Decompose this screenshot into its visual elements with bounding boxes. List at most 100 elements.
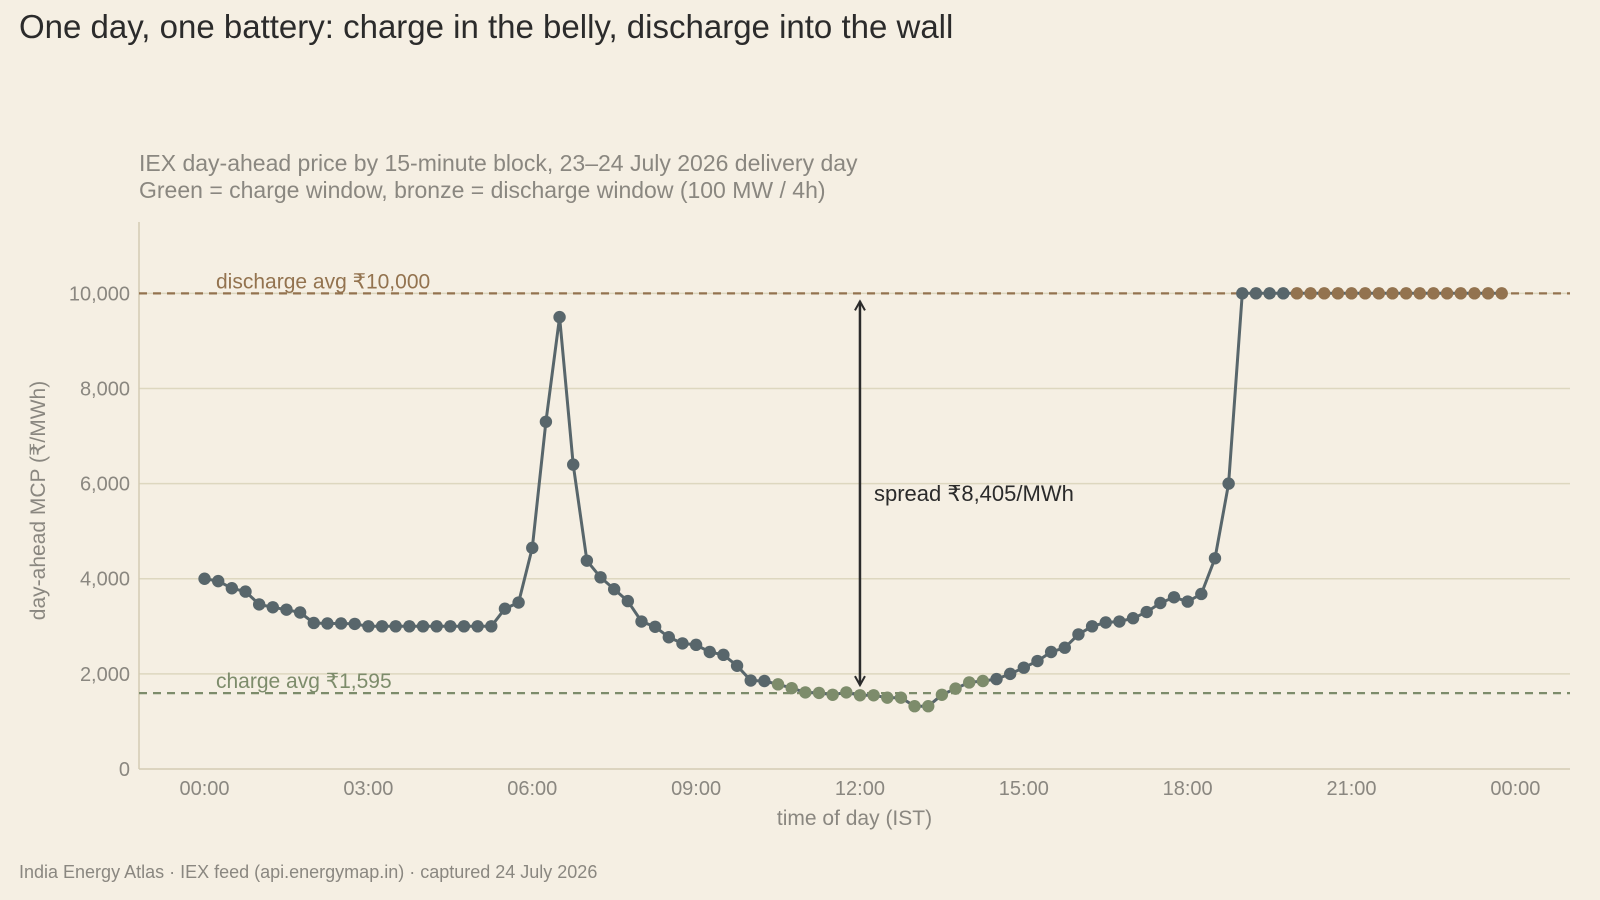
price-point-charge — [867, 689, 880, 702]
price-point-normal — [648, 620, 662, 633]
price-point-normal — [1126, 612, 1140, 625]
price-point-normal — [1044, 645, 1058, 659]
price-point-normal — [1003, 667, 1017, 681]
ref-label-charge: charge avg ₹1,595 — [216, 670, 392, 693]
price-point-normal — [1085, 620, 1099, 633]
price-point-normal — [252, 598, 266, 611]
price-point-normal — [526, 541, 539, 555]
spread-label: spread ₹8,405/MWh — [874, 481, 1074, 506]
price-point-normal — [225, 582, 239, 595]
price-point-charge — [853, 689, 867, 702]
price-points — [198, 287, 1508, 713]
x-tick-label: 00:00 — [1490, 778, 1540, 800]
price-point-normal — [512, 596, 525, 609]
x-tick-label: 12:00 — [835, 778, 885, 800]
price-point-normal — [334, 617, 348, 630]
y-tick-label: 2,000 — [80, 664, 130, 686]
price-point-normal — [1249, 287, 1263, 300]
price-point-normal — [362, 620, 375, 633]
price-point-charge — [785, 681, 798, 695]
price-point-discharge — [1318, 287, 1331, 300]
price-point-normal — [717, 648, 730, 662]
price-point-discharge — [1468, 287, 1481, 300]
price-point-discharge — [1386, 287, 1399, 300]
price-point-charge — [949, 682, 962, 695]
price-point-discharge — [1290, 287, 1304, 300]
price-point-charge — [922, 700, 935, 713]
price-point-normal — [1181, 595, 1194, 608]
price-point-normal — [553, 310, 566, 324]
x-tick-label: 21:00 — [1326, 778, 1376, 800]
price-point-discharge — [1481, 287, 1495, 300]
y-tick-label: 4,000 — [80, 569, 130, 591]
source-note: India Energy Atlas · IEX feed (api.energ… — [19, 862, 598, 882]
price-point-normal — [607, 583, 621, 596]
price-point-charge — [908, 700, 921, 713]
price-point-normal — [730, 659, 744, 672]
price-point-normal — [198, 572, 211, 585]
x-tick-label: 00:00 — [180, 778, 230, 800]
price-point-charge — [840, 686, 853, 699]
price-point-normal — [485, 620, 498, 633]
price-point-normal — [594, 571, 607, 584]
price-series-line — [204, 291, 1502, 708]
price-point-normal — [635, 615, 648, 628]
price-point-charge — [881, 691, 894, 704]
price-point-normal — [266, 601, 280, 614]
price-point-normal — [1017, 661, 1031, 674]
price-point-normal — [662, 631, 675, 644]
price-point-normal — [1236, 287, 1249, 300]
price-point-normal — [444, 620, 457, 633]
spread-annotation: spread ₹8,405/MWh — [860, 301, 1074, 685]
price-point-normal — [689, 638, 703, 652]
price-point-discharge — [1331, 287, 1345, 300]
price-point-normal — [758, 674, 771, 688]
price-point-charge — [771, 678, 785, 691]
price-point-normal — [1058, 641, 1071, 654]
subtitle-line-2: Green = charge window, bronze = discharg… — [139, 177, 826, 203]
y-tick-label: 8,000 — [80, 378, 130, 400]
subtitle-line-1: IEX day-ahead price by 15-minute block, … — [139, 150, 858, 176]
price-point-charge — [976, 674, 990, 688]
price-point-normal — [1167, 591, 1181, 604]
y-axis-label: day-ahead MCP (₹/MWh) — [27, 381, 50, 620]
price-point-normal — [703, 645, 716, 659]
price-point-normal — [348, 617, 361, 631]
price-point-discharge — [1304, 287, 1317, 300]
x-tick-label: 09:00 — [671, 778, 721, 800]
y-tick-label: 0 — [119, 759, 130, 781]
y-tick-label: 10,000 — [69, 283, 130, 305]
x-tick-label: 03:00 — [343, 778, 393, 800]
price-point-normal — [307, 616, 320, 630]
price-point-normal — [1154, 596, 1167, 610]
x-tick-label: 15:00 — [999, 778, 1049, 800]
price-point-normal — [539, 415, 553, 428]
price-point-normal — [430, 620, 443, 633]
price-point-charge — [799, 686, 812, 699]
price-point-discharge — [1345, 287, 1358, 300]
price-point-normal — [403, 620, 416, 633]
x-tick-label: 18:00 — [1163, 778, 1213, 800]
price-point-normal — [676, 637, 689, 650]
price-point-normal — [1277, 287, 1290, 300]
price-point-normal — [1140, 605, 1153, 619]
price-point-normal — [1263, 287, 1276, 300]
price-point-normal — [375, 620, 389, 633]
chart-title: One day, one battery: charge in the bell… — [19, 8, 954, 45]
price-point-normal — [990, 672, 1003, 686]
price-point-charge — [894, 691, 908, 704]
price-point-discharge — [1413, 287, 1426, 300]
ref-label-discharge: discharge avg ₹10,000 — [216, 270, 430, 293]
price-point-normal — [211, 574, 225, 588]
price-point-discharge — [1372, 287, 1386, 300]
price-point-discharge — [1358, 287, 1372, 300]
price-point-charge — [826, 688, 839, 701]
price-point-discharge — [1427, 287, 1440, 300]
price-point-normal — [498, 602, 512, 615]
price-point-charge — [962, 676, 976, 689]
price-point-normal — [580, 554, 594, 567]
price-point-normal — [1222, 477, 1235, 490]
gridlines — [139, 292, 1570, 675]
price-point-normal — [1195, 587, 1208, 601]
price-point-normal — [744, 674, 757, 687]
